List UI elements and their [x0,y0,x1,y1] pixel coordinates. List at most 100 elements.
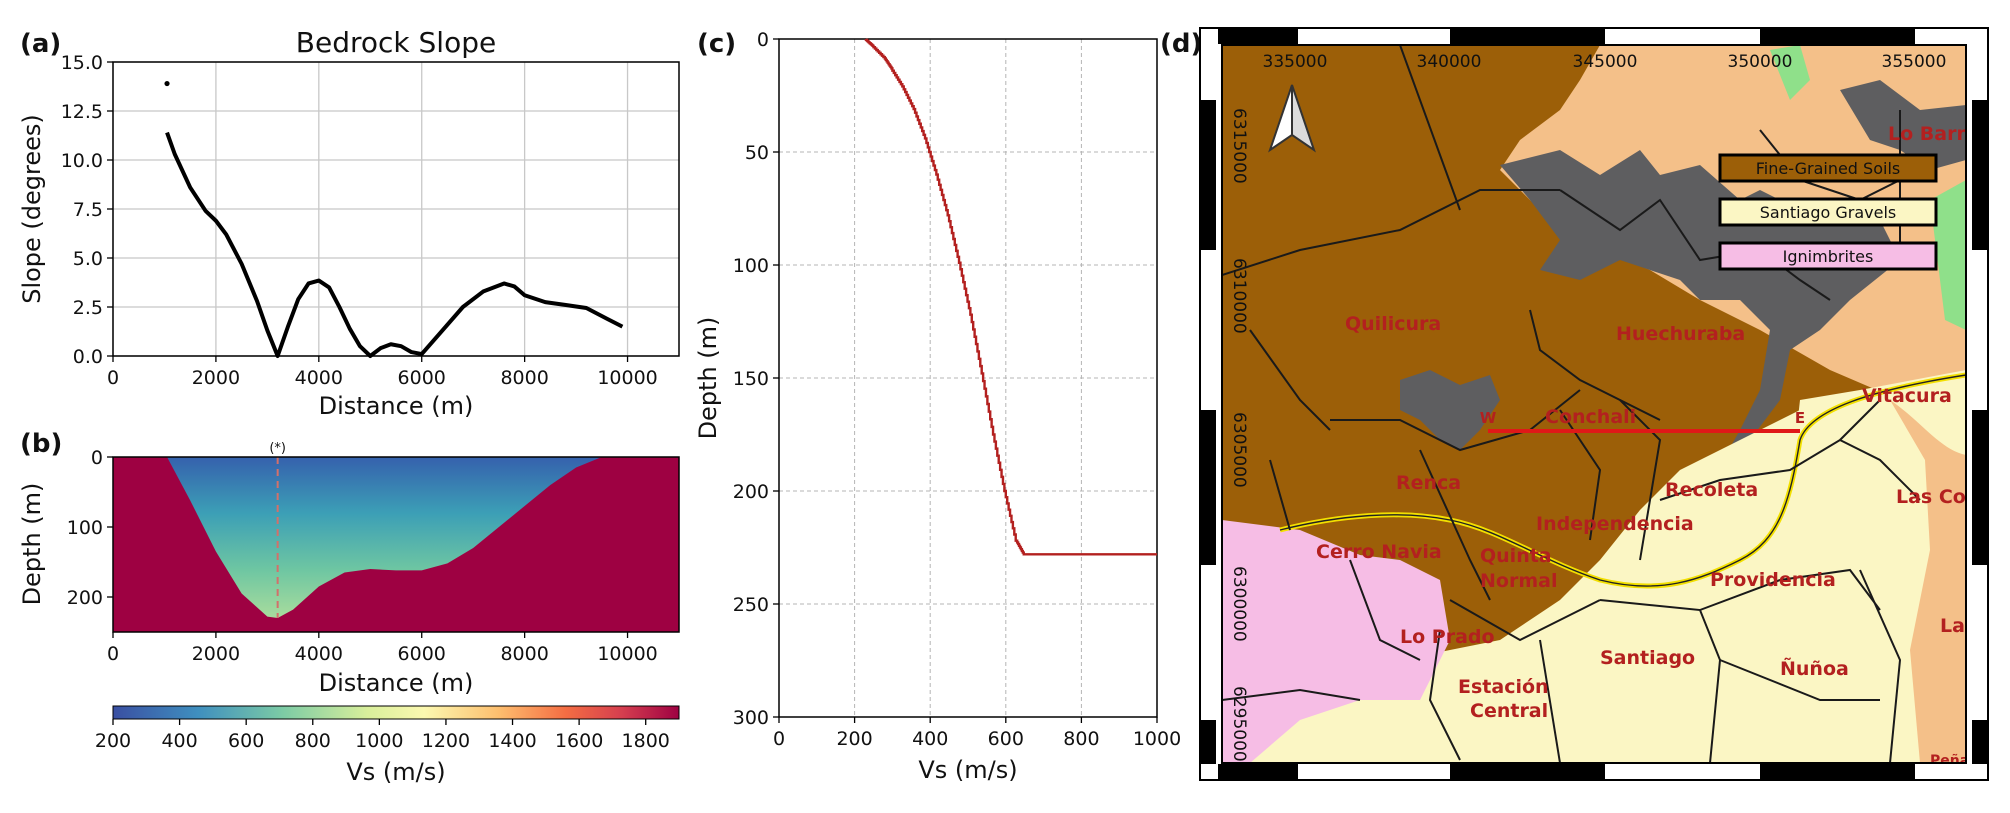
north-arrow-icon [1268,84,1316,153]
map-scale-block [1972,100,1988,250]
profile-marker-label: (*) [269,441,286,456]
chart-c-xtick-label: 200 [836,728,872,750]
legend-swatch-fine-soils [1718,153,1938,183]
chart-b-ylabel: Depth (m) [18,483,46,606]
map-scale-block [1450,764,1605,780]
chart-c-xtick-label: 800 [1063,728,1099,750]
chart-b-frame [112,456,680,633]
chart-a-ytick-label: 15.0 [61,52,103,74]
ignimbrites-area [1222,520,1450,763]
easting-label: 355000 [1882,52,1947,72]
chart-b-xtick-label: 10000 [597,643,657,665]
vs-colorbar [112,705,680,720]
chart-c-xtick-label: 400 [912,728,948,750]
municipality-label: Independencia [1536,513,1694,535]
chart-a-ylabel: Slope (degrees) [18,114,46,304]
easting-label: 335000 [1263,52,1328,72]
map-scale-block [1972,720,1988,764]
chart-a-xtick-label: 2000 [192,367,240,389]
northing-label: 6295000 [1229,686,1249,762]
map-scale-block [1972,410,1988,565]
municipality-label: Quilicura [1345,313,1441,335]
chart-a-ytick-label: 10.0 [61,150,103,172]
municipality-label: Estación [1458,676,1549,698]
chart-c-ytick-label: 250 [733,594,769,616]
chart-a-ytick-label: 2.5 [73,297,103,319]
chart-c-xtick-label: 1000 [1133,728,1181,750]
chart-b-xtick-label: 4000 [295,643,343,665]
panel-label-a: (a) [20,29,61,59]
municipality-label: Huechuraba [1616,323,1745,345]
legend-swatch-gravels [1718,197,1938,227]
legend-swatch-ignimbrites [1718,241,1938,271]
colorbar-tick-label: 1000 [355,730,403,752]
section-end-label: E [1795,409,1805,427]
map-scale-block [1760,28,1915,44]
chart-a-ytick-label: 12.5 [61,101,103,123]
chart-a-ytick-label: 5.0 [73,248,103,270]
colorbar-tick-label: 600 [228,730,264,752]
municipality-label: Peña [1930,753,1969,769]
map-legend: Fine-Grained Soils Santiago Gravels Igni… [1718,153,1938,271]
chart-b-xlabel: Distance (m) [319,669,474,697]
municipality-label: Renca [1396,472,1461,494]
municipality-label: Santiago [1600,647,1695,669]
municipality-label: Providencia [1710,569,1836,591]
colorbar-tick-label: 1400 [488,730,536,752]
northing-label: 6300000 [1229,566,1249,642]
chart-a-xtick-label: 6000 [398,367,446,389]
vs-profile-line [864,38,1157,556]
map-scale-block [1200,410,1216,565]
municipality-label: Ñuñoa [1780,656,1849,680]
chart-c-xtick-label: 0 [773,728,785,750]
panel-label-b: (b) [20,429,62,459]
municipality-label: Lo Prado [1400,626,1495,648]
municipality-label: Lo Barne [1888,123,1983,145]
northing-label: 6310000 [1229,258,1249,334]
legend-label-fine-soils: Fine-Grained Soils [1756,159,1900,178]
chart-c-xtick-label: 600 [988,728,1024,750]
chart-b-ytick-label: 200 [67,587,103,609]
northing-label: 6315000 [1229,108,1249,184]
chart-c-ytick-label: 50 [745,142,769,164]
chart-c-ytick-label: 150 [733,368,769,390]
northing-label: 6305000 [1229,412,1249,488]
municipality-label: Vitacura [1862,385,1952,407]
municipality-label: Central [1470,700,1548,722]
chart-b-ytick-label: 100 [67,517,103,539]
chart-a-ytick-label: 0.0 [73,346,103,368]
colorbar-tick-label: 200 [95,730,131,752]
colorbar-tick-label: 1200 [422,730,470,752]
chart-c-grid [778,38,1158,718]
bedrock-area-ne [1840,80,1966,170]
chart-c-ylabel: Depth (m) [694,317,722,440]
panel-label-d: (d) [1160,29,1202,59]
green-area-east [1930,180,1966,330]
colorbar-tick-label: 1800 [622,730,670,752]
panel-label-c: (c) [697,29,736,59]
easting-label: 345000 [1573,52,1638,72]
section-start-label: W [1480,409,1497,427]
slope-outlier-point [164,80,170,87]
map-scale-block [1200,100,1216,250]
chart-a-xtick-label: 4000 [295,367,343,389]
colorbar-tick-label: 1600 [555,730,603,752]
chart-b-ytick-label: 0 [91,447,103,469]
legend-label-ignimbrites: Ignimbrites [1783,247,1874,266]
chart-a-xtick-label: 8000 [500,367,548,389]
municipality-label: Las Co [1896,486,1966,508]
colorbar-tick-label: 400 [161,730,197,752]
chart-a-ytick-label: 7.5 [73,199,103,221]
municipality-label: Cerro Navia [1316,541,1442,563]
chart-a-xtick-label: 0 [107,367,119,389]
chart-c-ytick-label: 200 [733,481,769,503]
map-scale-block [1200,720,1216,764]
colorbar-label: Vs (m/s) [346,758,445,786]
easting-label: 350000 [1728,52,1793,72]
green-area [1770,45,1810,100]
map-scale-block [1450,28,1605,44]
chart-c-ytick-label: 0 [757,29,769,51]
slope-series-line [165,131,624,358]
chart-b-xtick-label: 2000 [192,643,240,665]
legend-label-gravels: Santiago Gravels [1760,203,1897,222]
